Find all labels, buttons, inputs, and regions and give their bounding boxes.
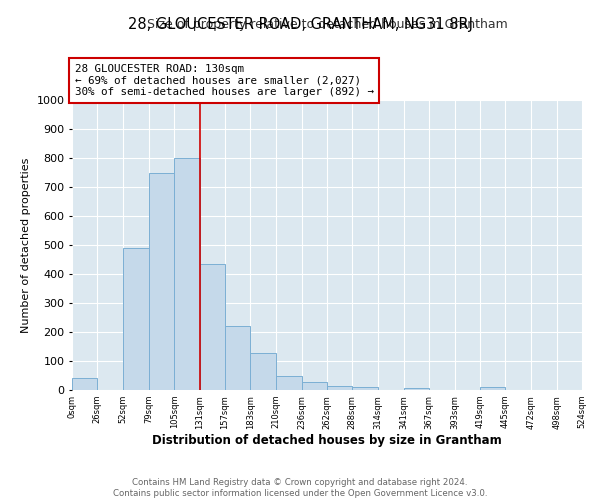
Bar (480, 387, 505, 390)
Text: Contains HM Land Registry data © Crown copyright and database right 2024.
Contai: Contains HM Land Registry data © Crown c… (113, 478, 487, 498)
Bar (149, 172, 174, 390)
Y-axis label: Number of detached properties: Number of detached properties (21, 158, 31, 332)
Bar (277, 376, 302, 390)
Bar (302, 382, 327, 390)
Bar (327, 386, 352, 390)
Text: 28 GLOUCESTER ROAD: 130sqm
← 69% of detached houses are smaller (2,027)
30% of s: 28 GLOUCESTER ROAD: 130sqm ← 69% of deta… (74, 64, 374, 97)
X-axis label: Distribution of detached houses by size in Grantham: Distribution of detached houses by size … (152, 434, 502, 448)
Bar (225, 326, 250, 390)
Text: 28, GLOUCESTER ROAD, GRANTHAM, NG31 8RJ: 28, GLOUCESTER ROAD, GRANTHAM, NG31 8RJ (128, 18, 473, 32)
Bar (250, 353, 277, 390)
Bar (122, 248, 149, 390)
Bar (72, 378, 97, 390)
Bar (199, 264, 225, 390)
Title: Size of property relative to detached houses in Grantham: Size of property relative to detached ho… (146, 18, 508, 31)
Bar (352, 387, 377, 390)
Bar (404, 388, 429, 390)
Bar (174, 158, 200, 390)
